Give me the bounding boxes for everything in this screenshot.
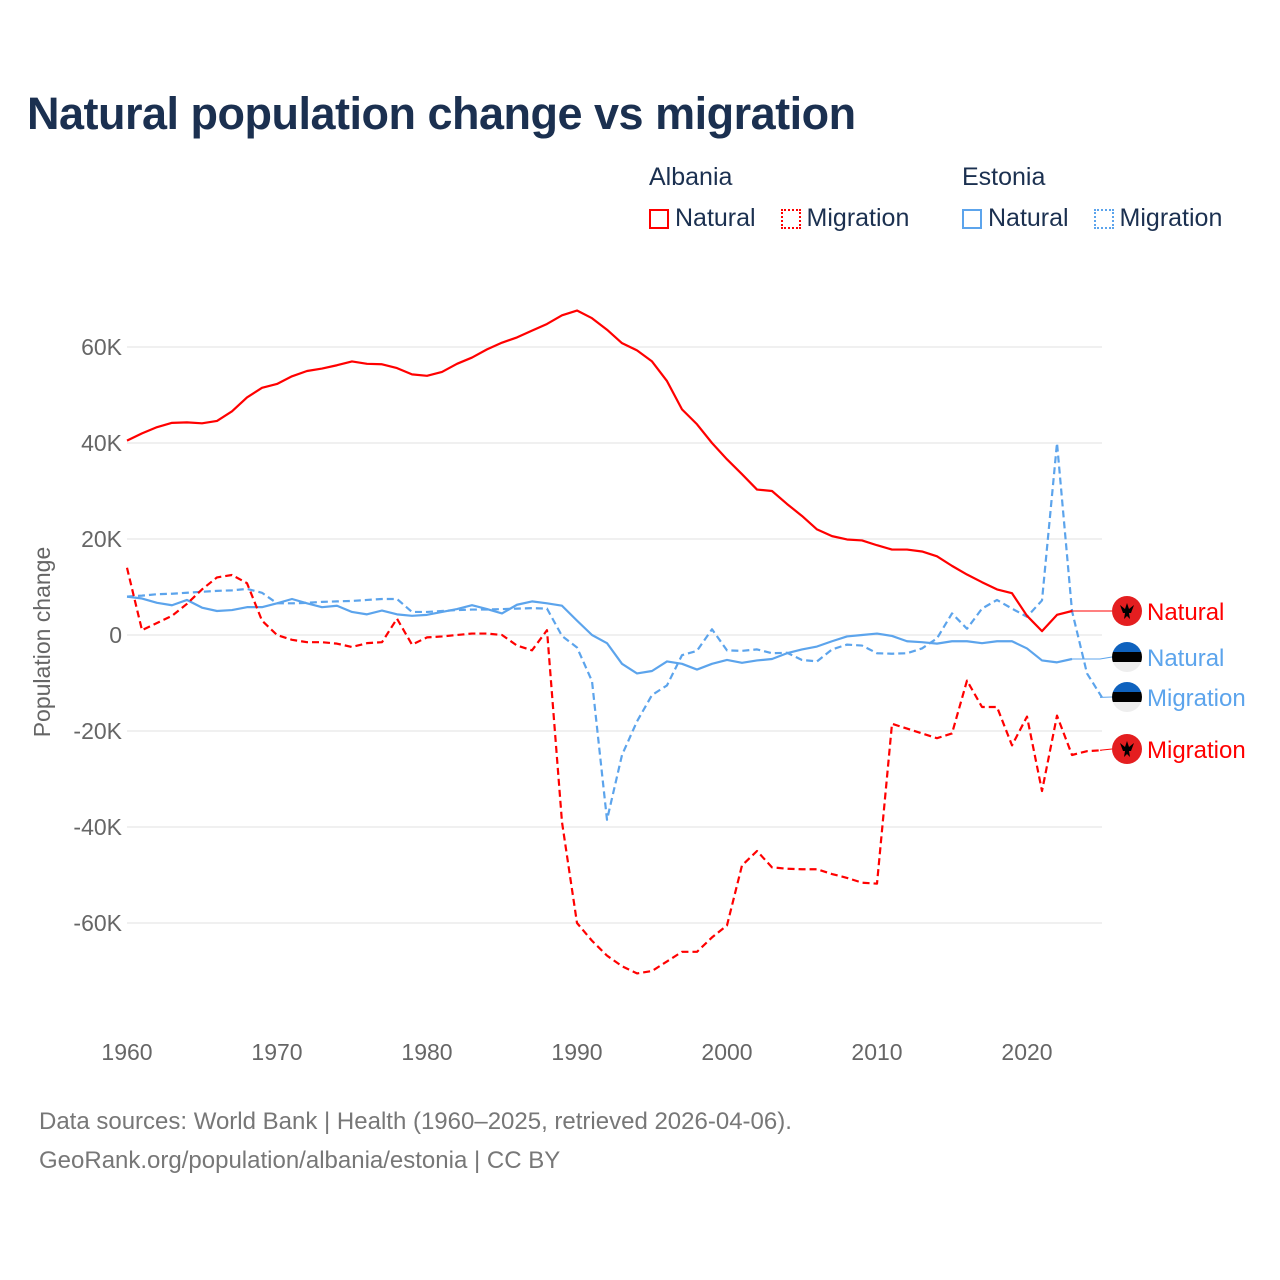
y-tick-label: 20K — [81, 526, 123, 552]
legend-country-albania: Albania — [649, 163, 733, 191]
albania-flag-icon — [1112, 734, 1142, 764]
legend-label: Migration — [1119, 204, 1223, 232]
chart-title: Natural population change vs migration — [27, 88, 856, 139]
x-tick-label: 1990 — [551, 1039, 602, 1065]
legend-country-estonia: Estonia — [962, 163, 1046, 191]
x-tick-label: 2010 — [851, 1039, 902, 1065]
y-tick-label: -20K — [73, 718, 122, 744]
end-label-albania-natural: Natural — [1072, 596, 1224, 626]
x-tick-label: 2020 — [1001, 1039, 1052, 1065]
footer-sources: Data sources: World Bank | Health (1960–… — [39, 1108, 792, 1135]
end-label-text: Natural — [1147, 599, 1224, 626]
y-tick-label: 0 — [109, 622, 122, 648]
y-tick-label: 40K — [81, 430, 123, 456]
legend-swatch-dotted — [780, 208, 801, 229]
legend-label: Natural — [675, 204, 756, 232]
series-line-estonia-migration[interactable] — [126, 441, 1103, 821]
y-axis-label: Population change — [29, 547, 55, 738]
label-connector — [1072, 656, 1113, 660]
y-tick-label: -60K — [73, 910, 122, 936]
y-tick-label: -40K — [73, 814, 122, 840]
series-line-estonia-natural[interactable] — [126, 595, 1073, 675]
legend-group-estonia: Estonia Natural Migration — [962, 163, 1222, 236]
end-label-estonia-migration: Migration — [1099, 682, 1246, 712]
legend-group-albania: Albania Natural Migration — [649, 163, 927, 236]
estonia-flag-icon — [1112, 642, 1142, 672]
end-label-albania-migration: Migration — [1099, 734, 1246, 764]
legend-label: Natural — [988, 204, 1069, 232]
legend-swatch-solid — [649, 208, 669, 229]
legend-swatch-solid — [962, 208, 982, 229]
series-line-albania-natural[interactable] — [126, 309, 1073, 633]
x-tick-label: 1980 — [401, 1039, 452, 1065]
end-label-estonia-natural: Natural — [1072, 642, 1224, 672]
x-tick-label: 1960 — [101, 1039, 152, 1065]
albania-flag-icon — [1112, 596, 1142, 626]
legend-item-albania-migration[interactable]: Migration — [780, 204, 910, 233]
legend-item-estonia-migration[interactable]: Migration — [1093, 204, 1223, 233]
legend-label: Migration — [806, 204, 910, 232]
end-label-text: Migration — [1147, 737, 1246, 764]
x-tick-label: 1970 — [251, 1039, 302, 1065]
y-tick-label: 60K — [81, 334, 123, 360]
legend-item-estonia-natural[interactable]: Natural — [962, 204, 1069, 233]
x-tick-label: 2000 — [701, 1039, 752, 1065]
series-line-albania-migration[interactable] — [125, 567, 1103, 975]
estonia-flag-icon — [1112, 682, 1142, 712]
end-label-text: Natural — [1147, 645, 1224, 672]
label-connector — [1099, 748, 1113, 751]
footer-link[interactable]: GeoRank.org/population/albania/estonia |… — [39, 1147, 561, 1174]
end-label-text: Migration — [1147, 685, 1246, 712]
legend-swatch-dotted — [1093, 208, 1114, 229]
legend-item-albania-natural[interactable]: Natural — [649, 204, 756, 233]
